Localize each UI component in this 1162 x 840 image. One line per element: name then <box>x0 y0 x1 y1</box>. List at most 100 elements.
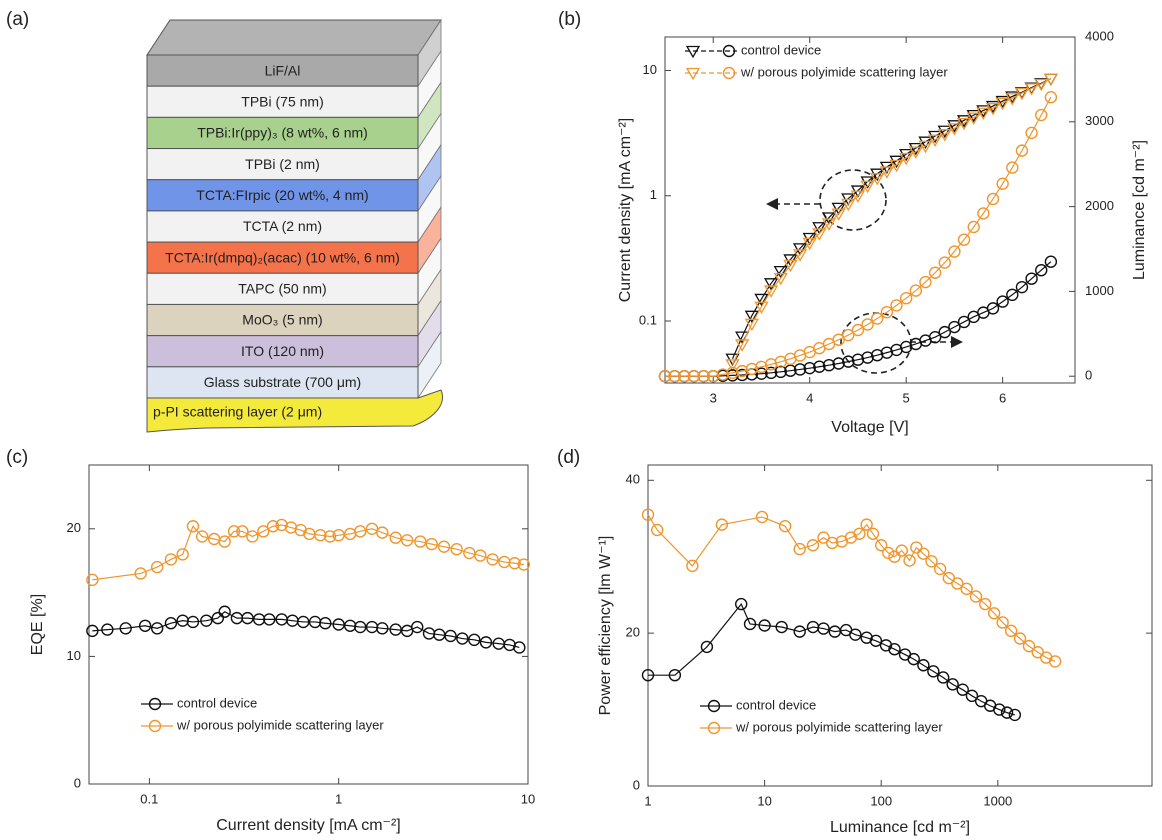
layer-label: TCTA (2 nm) <box>243 218 322 234</box>
marker <box>920 277 931 288</box>
marker <box>896 545 907 556</box>
marker <box>333 619 344 630</box>
marker <box>304 528 315 539</box>
marker <box>716 519 727 530</box>
marker <box>818 623 829 634</box>
legend-marker <box>724 46 735 57</box>
marker <box>997 296 1008 307</box>
marker <box>938 672 949 683</box>
marker <box>1026 273 1037 284</box>
marker <box>219 606 230 617</box>
marker <box>1036 110 1047 121</box>
layer-label: TPBi:Ir(ppy)₃ (8 wt%, 6 nm) <box>197 125 368 141</box>
marker <box>643 509 654 520</box>
marker <box>930 267 941 278</box>
x-axis-label: Voltage [V] <box>831 419 908 436</box>
marker <box>949 246 960 257</box>
marker <box>102 624 113 635</box>
marker <box>87 574 98 585</box>
y2-tick-label: 3000 <box>1085 113 1114 128</box>
marker <box>287 615 298 626</box>
marker <box>745 618 756 629</box>
marker <box>445 630 456 641</box>
marker <box>120 623 131 634</box>
marker <box>1026 127 1037 138</box>
layer-label: p-PI scattering layer (2 μm) <box>153 404 322 420</box>
marker <box>1045 256 1056 267</box>
marker <box>298 616 309 627</box>
y-tick-label: 40 <box>626 472 640 487</box>
marker <box>377 623 388 634</box>
legend-marker <box>709 723 720 734</box>
marker <box>464 548 475 559</box>
marker <box>367 622 378 633</box>
layer-label: TAPC (50 nm) <box>238 281 326 297</box>
marker <box>402 535 413 546</box>
marker <box>1006 625 1017 636</box>
marker <box>140 620 151 631</box>
marker <box>197 531 208 542</box>
marker <box>947 679 958 690</box>
marker <box>1016 145 1027 156</box>
marker <box>231 613 242 624</box>
marker <box>901 293 912 304</box>
marker <box>165 618 176 629</box>
y2-tick-label: 2000 <box>1085 198 1114 213</box>
marker <box>687 560 698 571</box>
marker <box>415 536 426 547</box>
marker <box>320 618 331 629</box>
marker <box>264 614 275 625</box>
marker <box>854 528 865 539</box>
marker <box>333 530 344 541</box>
marker <box>135 568 146 579</box>
figure: (a) LiF/AlTPBi (75 nm)TPBi:Ir(ppy)₃ (8 w… <box>0 0 1162 840</box>
marker <box>1015 633 1026 644</box>
marker <box>807 540 818 551</box>
x-tick-label: 0.1 <box>140 791 158 806</box>
marker <box>434 629 445 640</box>
marker <box>165 554 176 565</box>
marker <box>201 615 212 626</box>
marker <box>487 554 498 565</box>
marker <box>980 599 991 610</box>
marker <box>939 257 950 268</box>
marker <box>759 620 770 631</box>
marker <box>402 625 413 636</box>
marker <box>177 549 188 560</box>
layer-label: LiF/Al <box>265 62 301 78</box>
marker <box>829 626 840 637</box>
y-tick-label: 0.1 <box>639 312 657 327</box>
marker <box>959 234 970 245</box>
marker <box>889 644 900 655</box>
y2-tick-label: 4000 <box>1085 28 1114 43</box>
y-axis-label: EQE [%] <box>29 594 46 655</box>
legend-label: w/ porous polyimide scattering layer <box>176 717 384 732</box>
marker <box>997 617 1008 628</box>
marker <box>480 637 491 648</box>
legend-label: control device <box>177 695 257 710</box>
marker <box>469 634 480 645</box>
marker <box>794 626 805 637</box>
x-tick-label: 1 <box>644 793 651 808</box>
marker <box>412 622 423 633</box>
x-axis-label: Current density [mA cm⁻²] <box>216 817 401 834</box>
marker <box>935 563 946 574</box>
y-tick-label: 0 <box>633 777 640 792</box>
marker <box>908 654 919 665</box>
marker <box>209 534 220 545</box>
x-tick-label: 6 <box>999 390 1006 405</box>
marker <box>867 528 878 539</box>
layer-label: Glass substrate (700 μm) <box>204 374 361 390</box>
series-line <box>733 79 1051 365</box>
marker <box>254 614 265 625</box>
marker <box>355 622 366 633</box>
y2-tick-label: 0 <box>1085 368 1092 383</box>
legend-marker <box>687 47 699 58</box>
x-axis-label: Luminance [cd m⁻²] <box>830 819 970 836</box>
marker <box>438 541 449 552</box>
marker <box>971 591 982 602</box>
marker <box>276 614 287 625</box>
marker <box>242 613 253 624</box>
layer-label: TCTA:Ir(dmpq)₂(acac) (10 wt%, 6 nm) <box>165 249 400 265</box>
marker <box>794 544 805 555</box>
